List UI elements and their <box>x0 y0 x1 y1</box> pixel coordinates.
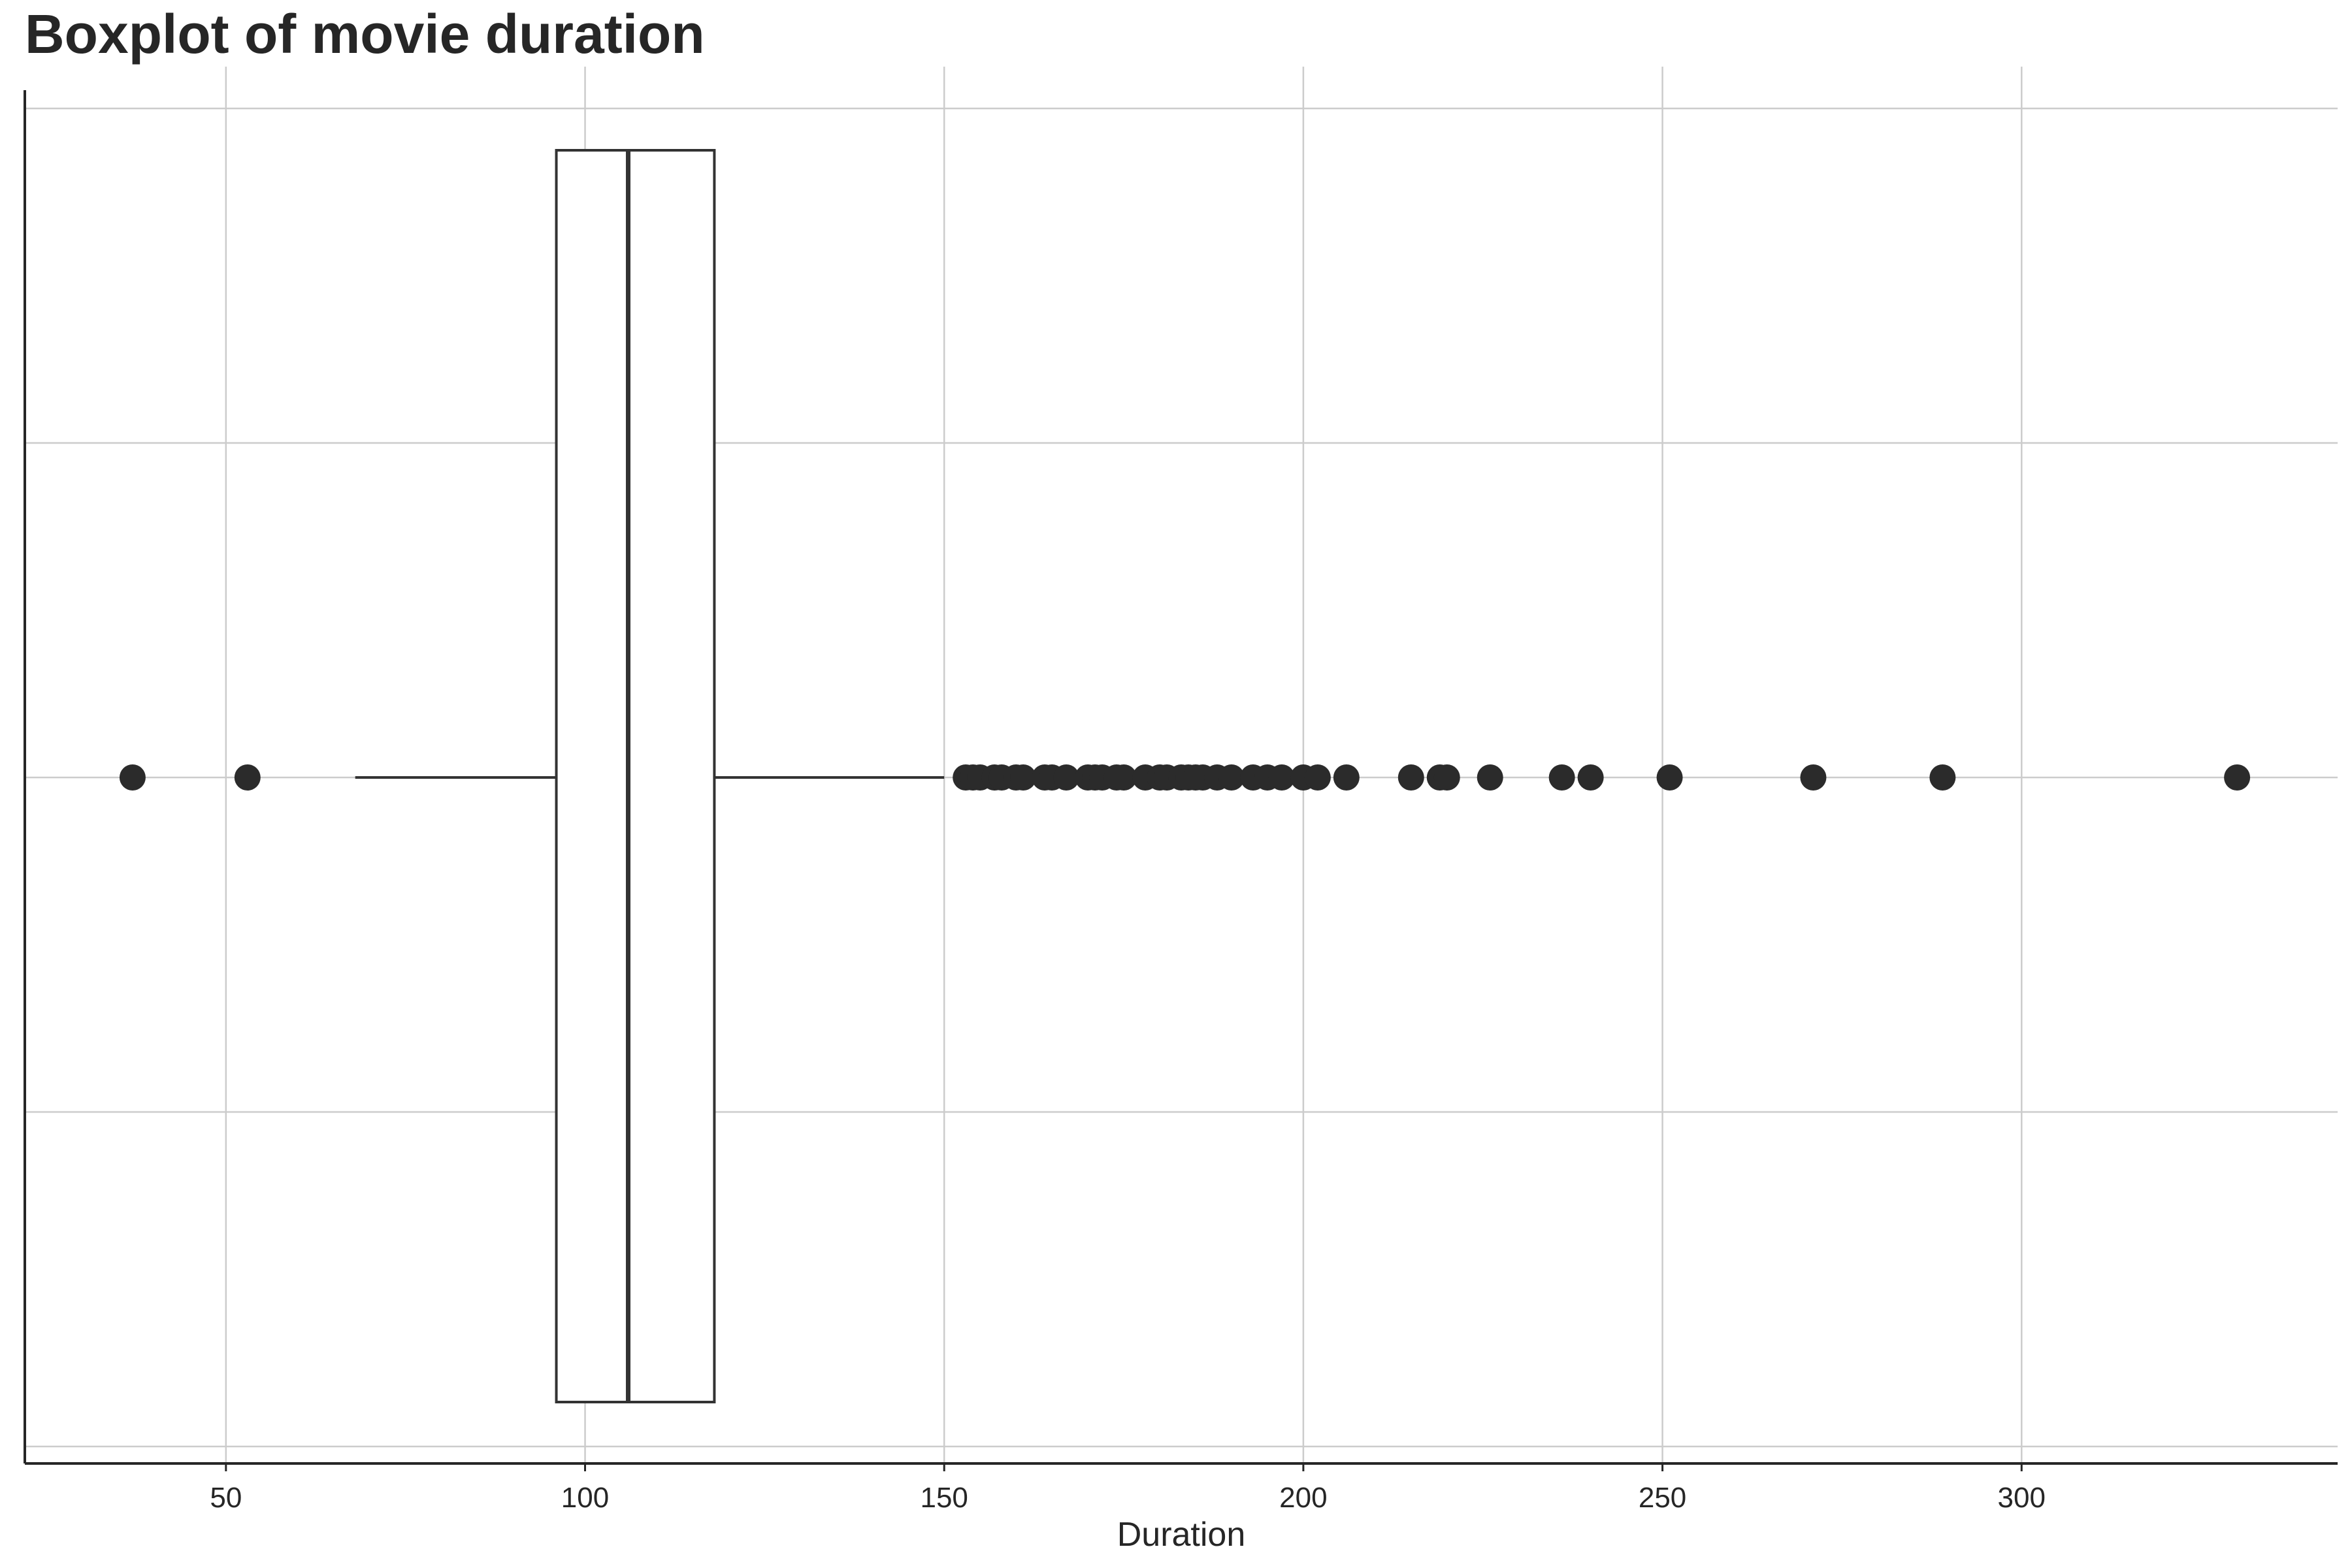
x-tick-label: 150 <box>920 1482 968 1514</box>
outlier-point <box>1800 764 1827 791</box>
outlier-point <box>1656 764 1683 791</box>
outlier-point <box>1477 764 1503 791</box>
outlier-point <box>1548 764 1575 791</box>
outlier-point <box>2224 764 2251 791</box>
outlier-point <box>1053 764 1080 791</box>
outlier-point <box>1111 764 1137 791</box>
outlier-point <box>1010 764 1037 791</box>
outlier-point <box>1929 764 1956 791</box>
outlier-point <box>234 764 261 791</box>
outlier-point <box>1218 764 1245 791</box>
outlier-point <box>1577 764 1604 791</box>
x-tick-label: 250 <box>1639 1482 1686 1514</box>
outlier-point <box>1304 764 1331 791</box>
iqr-box <box>555 149 716 1403</box>
outlier-point <box>1433 764 1460 791</box>
outlier-point <box>119 764 146 791</box>
outlier-point <box>1268 764 1295 791</box>
x-tick-label: 300 <box>1998 1482 2046 1514</box>
x-tick-label: 100 <box>561 1482 609 1514</box>
outlier-point <box>1397 764 1424 791</box>
outlier-point <box>1333 764 1360 791</box>
axes <box>24 90 2338 1465</box>
x-axis-label: Duration <box>1117 1516 1246 1554</box>
chart-title: Boxplot of movie duration <box>25 3 705 65</box>
outlier-points <box>119 764 2251 791</box>
box-group <box>355 149 945 1403</box>
x-tick-labels: 50 100 150 200 250 300 <box>210 1463 2046 1514</box>
x-tick-label: 50 <box>210 1482 242 1514</box>
x-tick-label: 200 <box>1279 1482 1327 1514</box>
